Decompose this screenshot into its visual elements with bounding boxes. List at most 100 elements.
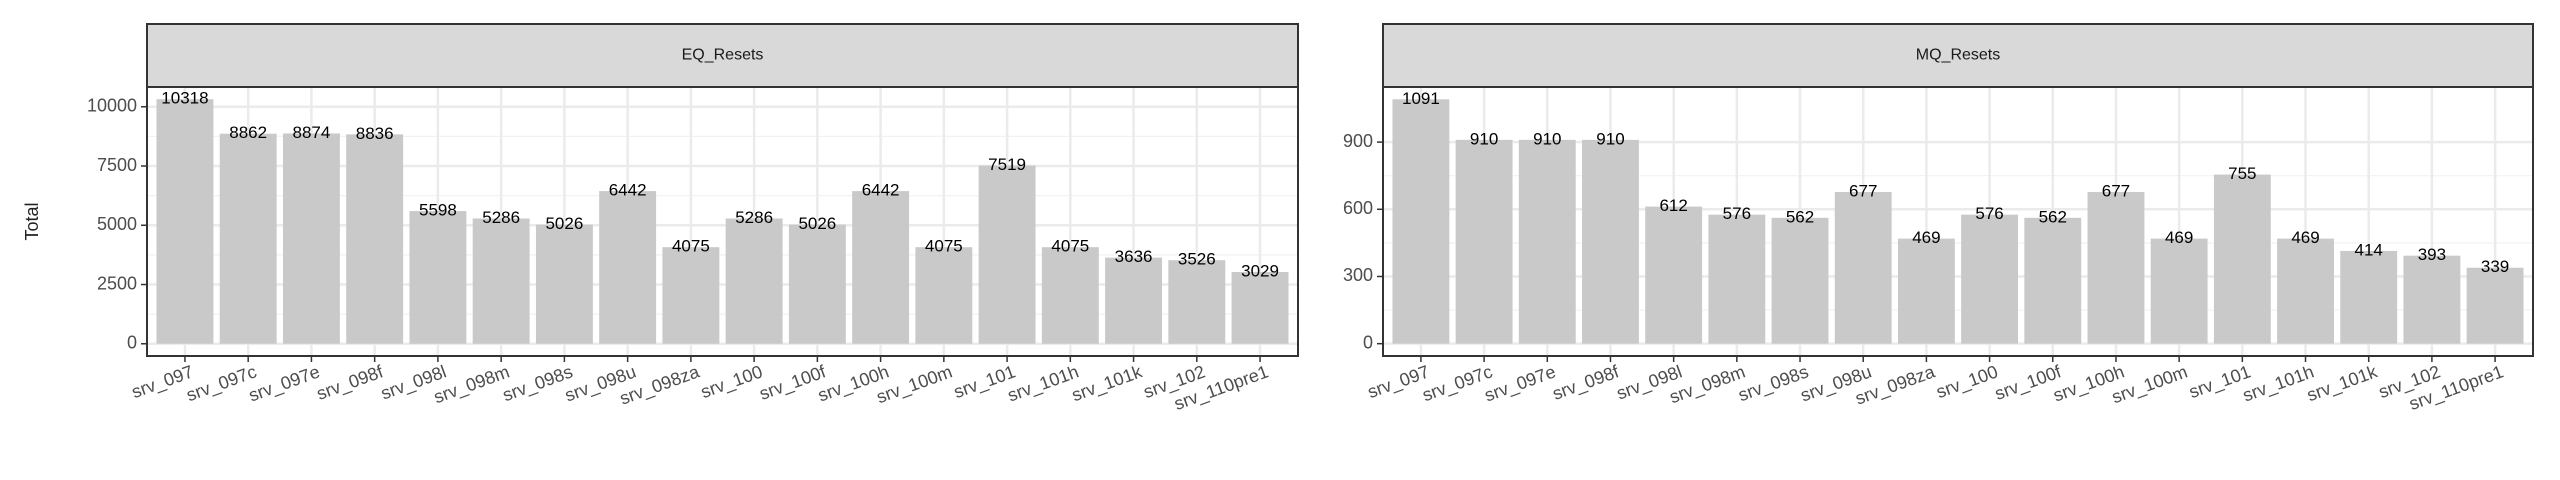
panel-border xyxy=(1382,86,2534,357)
x-tick-label: srv_101k xyxy=(1069,361,1146,406)
value-label: 910 xyxy=(1596,129,1624,148)
value-label: 469 xyxy=(2165,228,2193,247)
y-axis-title: Total xyxy=(22,202,42,240)
bar xyxy=(1105,257,1163,344)
bar xyxy=(346,134,404,344)
y-tick-label: 7500 xyxy=(97,155,137,175)
value-label: 8874 xyxy=(293,123,331,142)
facet-title: MQ_Resets xyxy=(1916,47,2000,64)
bar xyxy=(2150,238,2208,344)
bar xyxy=(2087,192,2145,344)
x-tick-label: srv_098s xyxy=(1736,361,1812,406)
bar xyxy=(1168,260,1226,344)
value-label: 677 xyxy=(2102,182,2130,201)
value-label: 5026 xyxy=(545,214,583,233)
y-tick-label: 300 xyxy=(1343,265,1373,285)
x-tick-label: srv_101k xyxy=(2304,361,2381,406)
x-tick-label: srv_097e xyxy=(246,361,323,406)
value-label: 469 xyxy=(1912,228,1940,247)
bar xyxy=(2466,267,2524,344)
value-label: 4075 xyxy=(672,237,710,256)
facet-title: EQ_Resets xyxy=(682,47,764,64)
bar xyxy=(219,133,277,344)
x-tick-label: srv_098s xyxy=(500,361,576,406)
bar xyxy=(1455,139,1513,344)
bar xyxy=(662,247,720,344)
x-tick-label: srv_098f xyxy=(1550,361,1623,405)
bar xyxy=(2277,238,2334,344)
x-tick-label: srv_098f xyxy=(314,361,387,405)
value-label: 677 xyxy=(1849,182,1877,201)
bar xyxy=(1708,214,1766,344)
bar xyxy=(599,191,657,344)
value-label: 10318 xyxy=(161,89,208,108)
bar xyxy=(852,191,910,344)
bar xyxy=(472,218,530,344)
value-label: 910 xyxy=(1470,129,1498,148)
x-tick-label: srv_097 xyxy=(129,361,196,403)
bar xyxy=(725,218,783,344)
value-label: 4075 xyxy=(1051,237,1089,256)
facet-strip xyxy=(1382,23,2534,88)
bar xyxy=(1518,139,1576,344)
value-label: 6442 xyxy=(862,181,900,200)
bar xyxy=(1645,206,1703,344)
x-tick-label: srv_097c xyxy=(1420,361,1496,406)
value-label: 8836 xyxy=(356,124,394,143)
x-tick-label: srv_100 xyxy=(698,361,765,403)
value-label: 4075 xyxy=(925,237,963,256)
value-label: 6442 xyxy=(609,181,647,200)
x-tick-label: srv_101h xyxy=(2240,361,2317,406)
value-label: 576 xyxy=(1723,204,1751,223)
x-tick-label: srv_100 xyxy=(1934,361,2001,403)
value-label: 5026 xyxy=(798,214,836,233)
bar xyxy=(1771,217,1829,344)
value-label: 3636 xyxy=(1115,247,1153,266)
bar xyxy=(282,133,340,344)
value-label: 910 xyxy=(1533,129,1561,148)
value-label: 576 xyxy=(1975,204,2003,223)
value-label: 3526 xyxy=(1178,250,1216,269)
value-label: 469 xyxy=(2291,228,2319,247)
value-label: 1091 xyxy=(1402,89,1440,108)
value-label: 7519 xyxy=(988,155,1026,174)
y-tick-label: 900 xyxy=(1343,131,1373,151)
x-tick-label: srv_101h xyxy=(1005,361,1082,406)
value-label: 414 xyxy=(2355,240,2383,259)
value-label: 5286 xyxy=(735,208,773,227)
value-label: 612 xyxy=(1659,196,1687,215)
bar xyxy=(2213,174,2271,344)
value-label: 339 xyxy=(2481,257,2509,276)
y-tick-label: 10000 xyxy=(87,96,137,116)
bar xyxy=(156,99,214,344)
value-label: 5286 xyxy=(482,208,520,227)
bar xyxy=(1231,271,1289,344)
bar xyxy=(2024,217,2082,344)
bar xyxy=(1582,139,1639,344)
x-tick-label: srv_097c xyxy=(184,361,260,406)
bar xyxy=(2340,250,2398,344)
y-tick-label: 2500 xyxy=(97,273,137,293)
bar xyxy=(788,224,846,344)
bar xyxy=(915,247,973,344)
bar xyxy=(535,224,593,344)
y-tick-label: 0 xyxy=(127,333,137,353)
y-tick-label: 0 xyxy=(1363,332,1373,352)
value-label: 755 xyxy=(2228,164,2256,183)
bar xyxy=(978,165,1036,344)
bar xyxy=(2403,255,2461,344)
facet-strip xyxy=(146,23,1299,88)
value-label: 562 xyxy=(2039,207,2067,226)
panel-border xyxy=(146,86,1299,357)
bar xyxy=(409,211,467,344)
value-label: 393 xyxy=(2418,245,2446,264)
value-label: 5598 xyxy=(419,201,457,220)
x-tick-label: srv_097 xyxy=(1365,361,1432,403)
x-tick-label: srv_097e xyxy=(1482,361,1559,406)
value-label: 3029 xyxy=(1241,261,1279,280)
bar xyxy=(1392,99,1450,344)
value-label: 8862 xyxy=(229,123,267,142)
bar xyxy=(1961,214,2019,344)
bar xyxy=(1834,192,1892,344)
